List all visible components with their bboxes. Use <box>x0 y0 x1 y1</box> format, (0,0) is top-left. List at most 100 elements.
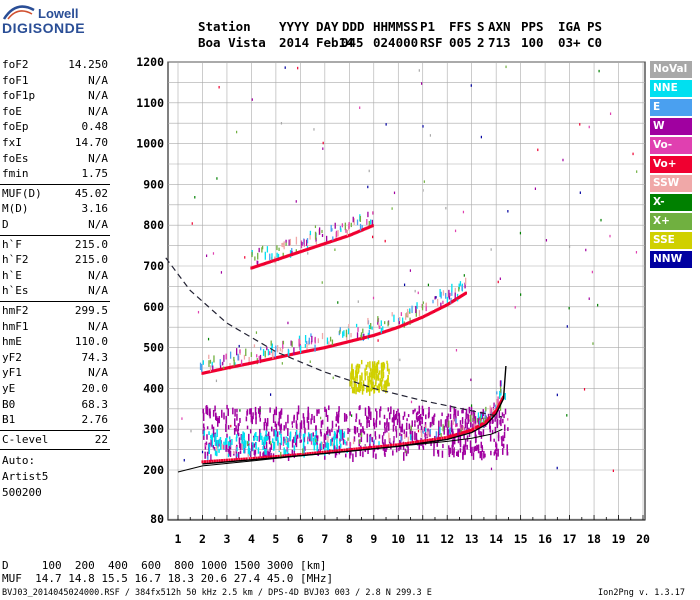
data-point <box>295 236 298 245</box>
data-point <box>413 319 416 323</box>
data-point <box>368 413 370 420</box>
data-point <box>299 345 302 354</box>
data-point <box>307 247 311 251</box>
data-point <box>365 226 368 230</box>
data-point <box>328 450 331 454</box>
data-point <box>350 232 353 236</box>
data-point <box>225 353 227 360</box>
param-name: C-level <box>2 432 49 446</box>
data-point <box>274 258 278 262</box>
data-point <box>202 412 205 421</box>
data-point <box>351 380 353 389</box>
data-point <box>237 353 239 361</box>
data-point <box>236 348 238 356</box>
data-point <box>451 434 454 438</box>
data-point <box>344 453 347 458</box>
data-point <box>470 404 473 407</box>
data-point <box>458 428 460 433</box>
x-tick-label: 18 <box>587 532 601 546</box>
data-point <box>339 226 342 231</box>
data-point <box>265 422 268 427</box>
param-value: 14.250 <box>68 58 108 71</box>
data-point <box>277 454 280 458</box>
data-point <box>217 368 220 372</box>
data-point <box>440 433 442 438</box>
data-point <box>347 437 349 441</box>
data-point <box>216 368 219 372</box>
data-point <box>367 405 370 415</box>
data-point <box>270 452 272 457</box>
data-point <box>304 343 307 348</box>
param-separator <box>0 234 110 236</box>
param-row: D N/A <box>2 218 108 233</box>
data-point <box>262 456 265 460</box>
data-point <box>349 441 351 448</box>
data-point <box>392 450 394 456</box>
data-point <box>380 444 383 448</box>
data-point <box>414 408 416 412</box>
header-value: 03+ <box>558 35 581 50</box>
data-point <box>255 412 257 420</box>
data-point <box>288 239 290 246</box>
data-point <box>329 240 333 244</box>
data-point <box>349 451 351 459</box>
data-point <box>366 226 369 230</box>
data-point <box>385 448 387 453</box>
data-point <box>414 423 416 427</box>
data-point <box>203 430 205 436</box>
param-value: 14.70 <box>74 136 108 149</box>
param-name: yF2 <box>2 350 22 364</box>
data-point <box>272 259 275 263</box>
data-point <box>248 433 250 442</box>
data-point <box>464 291 468 295</box>
data-point <box>421 405 424 415</box>
data-point <box>311 246 314 250</box>
data-point <box>238 457 241 461</box>
data-point <box>463 430 466 434</box>
data-point <box>278 355 281 359</box>
data-point <box>202 360 204 365</box>
data-point <box>274 356 278 360</box>
data-point <box>303 421 305 429</box>
param-row: yE 20.0 <box>2 382 108 397</box>
data-point <box>368 220 370 227</box>
data-point <box>292 252 295 256</box>
data-point <box>367 383 369 392</box>
legend-item: W <box>650 118 692 135</box>
data-point <box>340 430 342 439</box>
data-point <box>277 345 279 353</box>
data-point <box>233 428 236 435</box>
param-row: B0 68.3 <box>2 398 108 413</box>
data-point <box>350 222 352 228</box>
data-point <box>282 454 285 458</box>
data-point <box>315 241 317 245</box>
data-point <box>285 239 287 243</box>
data-point <box>263 451 265 455</box>
data-point <box>347 326 350 335</box>
data-point <box>336 237 339 241</box>
data-point <box>312 437 315 446</box>
data-point <box>495 441 497 448</box>
data-point <box>408 423 411 430</box>
data-point <box>357 383 360 393</box>
data-point <box>351 387 354 394</box>
data-point <box>332 239 335 243</box>
data-point <box>314 451 317 455</box>
data-point <box>318 409 320 414</box>
param-value: 20.0 <box>81 382 109 395</box>
data-point <box>502 435 504 441</box>
data-point <box>219 441 222 451</box>
data-point <box>335 416 338 421</box>
data-point <box>453 433 456 437</box>
data-point <box>334 432 337 438</box>
data-point <box>361 387 364 395</box>
data-point <box>399 442 402 446</box>
data-point <box>373 386 376 393</box>
data-point <box>442 305 445 309</box>
data-point <box>448 293 451 300</box>
data-point <box>360 381 363 386</box>
data-point <box>304 427 306 435</box>
data-point <box>380 374 383 379</box>
data-point <box>449 427 451 434</box>
param-value: N/A <box>88 73 108 87</box>
